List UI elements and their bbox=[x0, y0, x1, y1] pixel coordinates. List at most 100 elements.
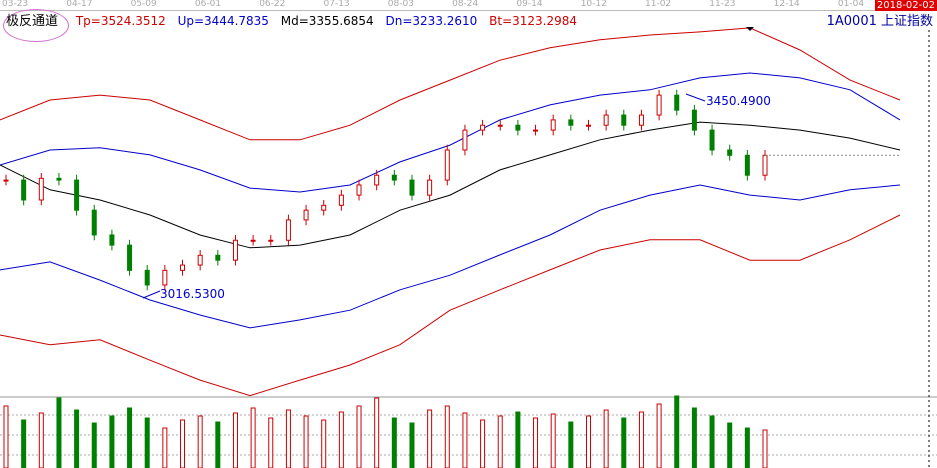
candle-body bbox=[21, 179, 27, 201]
x-tick-label: 03-23 bbox=[2, 0, 29, 9]
candle-body bbox=[568, 119, 574, 126]
volume-bar bbox=[91, 422, 97, 468]
candle-body bbox=[585, 124, 591, 127]
volume-bar bbox=[744, 427, 750, 468]
candle-body bbox=[691, 109, 697, 131]
price-annotation: 3450.4900 bbox=[706, 94, 771, 108]
annotation-pointer bbox=[142, 290, 161, 299]
dn-value: Dn=3233.2610 bbox=[385, 14, 478, 28]
candle-body bbox=[356, 184, 362, 196]
volume-bar bbox=[374, 397, 380, 468]
candle-body bbox=[338, 194, 344, 206]
up-line bbox=[0, 72, 901, 193]
volume-bar bbox=[427, 409, 433, 468]
candle-body bbox=[409, 179, 415, 196]
volume-bar bbox=[3, 405, 9, 468]
md-line bbox=[0, 121, 901, 249]
highlight-circle bbox=[3, 9, 69, 42]
volume-bar bbox=[268, 417, 274, 468]
x-tick-label: 11-02 bbox=[645, 0, 672, 9]
volume-bar bbox=[356, 405, 362, 468]
annotation-pointer bbox=[685, 93, 706, 102]
x-tick-label: 11-23 bbox=[709, 0, 736, 9]
candle-body bbox=[391, 174, 397, 181]
dn-line bbox=[0, 184, 901, 329]
x-tick-label: 05-09 bbox=[130, 0, 157, 9]
x-tick-label: 10-12 bbox=[580, 0, 607, 9]
x-tick-label: 12-14 bbox=[773, 0, 800, 9]
x-tick-label: 06-22 bbox=[259, 0, 286, 9]
volume-bar bbox=[462, 412, 468, 468]
candle-body bbox=[550, 119, 556, 131]
symbol-label: 1A0001 上证指数 bbox=[826, 14, 933, 29]
candle-body bbox=[74, 179, 80, 211]
volume-bar bbox=[38, 412, 44, 468]
indicator-name[interactable]: 极反通道 bbox=[6, 14, 59, 29]
candle-body bbox=[427, 179, 433, 196]
volume-bar bbox=[232, 412, 238, 468]
bt-line bbox=[0, 214, 901, 397]
volume-bar bbox=[638, 411, 644, 468]
candle-body bbox=[38, 177, 44, 201]
volume-bar bbox=[162, 427, 168, 468]
indicator-legend: 极反通道 Tp=3524.3512 Up=3444.7835 Md=3355.6… bbox=[6, 10, 585, 29]
volume-bar bbox=[709, 415, 715, 468]
volume-bar bbox=[144, 417, 150, 468]
marker-triangle-icon bbox=[746, 27, 754, 31]
volume-bar bbox=[215, 421, 221, 468]
candle-body bbox=[621, 114, 627, 126]
candle-body bbox=[303, 209, 309, 221]
volume-bar bbox=[550, 413, 556, 468]
end-date-label: 2018-02-02 bbox=[874, 0, 937, 11]
tp-line bbox=[0, 27, 901, 141]
candle-body bbox=[197, 254, 203, 266]
price-annotation: 3016.5300 bbox=[160, 287, 225, 301]
candle-body bbox=[744, 154, 750, 176]
candle-body bbox=[144, 269, 150, 286]
volume-bar bbox=[691, 407, 697, 468]
volume-bar bbox=[674, 395, 680, 468]
x-tick-label: 08-24 bbox=[452, 0, 479, 9]
candle-body bbox=[374, 174, 380, 186]
candle-body bbox=[727, 149, 733, 156]
candle-body bbox=[268, 239, 274, 242]
candle-body bbox=[232, 239, 238, 261]
volume-bar bbox=[303, 415, 309, 468]
volume-bar bbox=[180, 419, 186, 468]
candle-body bbox=[109, 234, 115, 246]
volume-bar bbox=[391, 417, 397, 468]
volume-bar bbox=[197, 415, 203, 468]
volume-bar bbox=[656, 403, 662, 468]
volume-bar bbox=[497, 415, 503, 468]
volume-bar bbox=[338, 411, 344, 468]
candle-body bbox=[250, 239, 256, 242]
candle-body bbox=[127, 244, 133, 271]
volume-bar bbox=[585, 415, 591, 468]
candle-body bbox=[603, 114, 609, 126]
candle-body bbox=[674, 94, 680, 111]
candle-body bbox=[497, 124, 503, 127]
candle-body bbox=[515, 124, 521, 131]
volume-bar bbox=[109, 415, 115, 468]
volume-bar bbox=[727, 422, 733, 468]
volume-bar bbox=[250, 407, 256, 468]
volume-bar bbox=[444, 405, 450, 468]
volume-bar bbox=[480, 419, 486, 468]
candle-body bbox=[444, 149, 450, 181]
candle-body bbox=[3, 179, 9, 182]
volume-bar bbox=[56, 397, 62, 468]
volume-bar bbox=[533, 417, 539, 468]
volume-bar bbox=[74, 409, 80, 468]
volume-bar bbox=[568, 421, 574, 468]
volume-bar bbox=[127, 407, 133, 468]
tp-value: Tp=3524.3512 bbox=[75, 14, 166, 28]
volume-bar bbox=[515, 411, 521, 468]
candle-body bbox=[321, 204, 327, 211]
bt-value: Bt=3123.2984 bbox=[489, 14, 578, 28]
md-value: Md=3355.6854 bbox=[280, 14, 374, 28]
volume-bar bbox=[21, 419, 27, 468]
candle-body bbox=[480, 124, 486, 131]
candle-body bbox=[91, 209, 97, 236]
